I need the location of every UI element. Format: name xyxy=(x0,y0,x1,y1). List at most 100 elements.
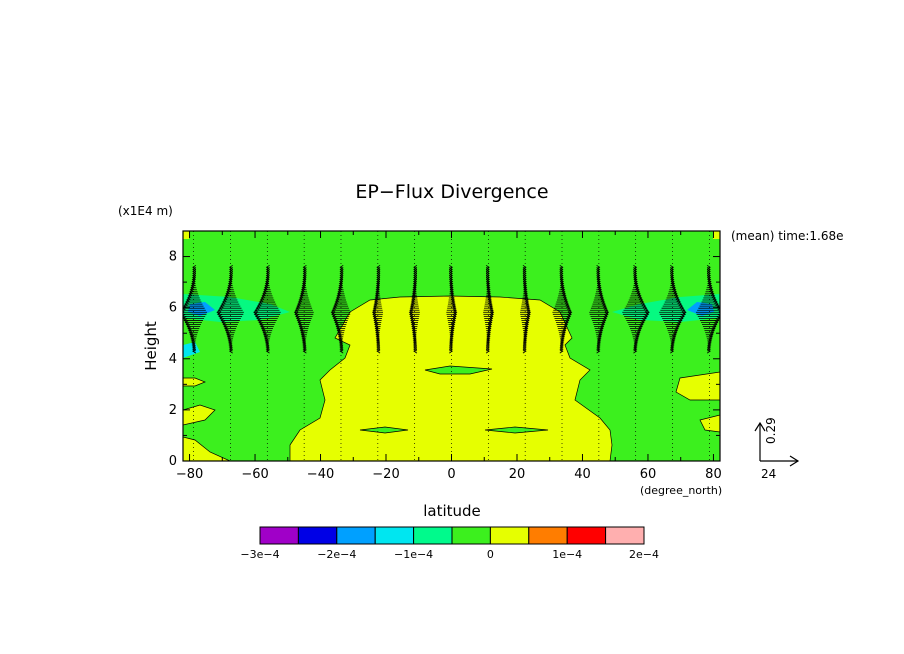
flux-arrowhead xyxy=(567,311,572,317)
flux-arrowhead xyxy=(670,271,675,276)
flux-arrowhead xyxy=(228,348,233,354)
flux-arrowhead xyxy=(339,346,344,352)
flux-arrowhead xyxy=(670,342,675,348)
flux-arrowhead xyxy=(265,271,270,276)
flux-arrowhead xyxy=(192,267,197,272)
flux-arrowhead xyxy=(706,273,711,278)
flux-arrowhead xyxy=(228,273,233,278)
flux-arrowhead xyxy=(452,318,456,323)
flux-arrowhead xyxy=(644,314,648,319)
flux-arrowhead xyxy=(376,344,381,350)
flux-arrowhead xyxy=(682,311,687,317)
flux-arrowhead xyxy=(707,344,712,350)
flux-arrowhead xyxy=(601,320,606,325)
flux-arrowhead xyxy=(603,314,608,319)
flux-arrowhead xyxy=(302,273,307,278)
flux-arrowhead xyxy=(596,342,601,348)
flux-arrowhead xyxy=(562,326,567,331)
flux-arrowhead xyxy=(192,273,197,278)
flux-arrowhead xyxy=(559,271,564,276)
flux-arrowhead xyxy=(596,348,601,354)
flux-arrowhead xyxy=(372,314,377,319)
flux-arrowhead xyxy=(336,328,341,333)
flux-arrowhead xyxy=(228,346,233,352)
flux-arrowhead xyxy=(679,316,684,321)
flux-arrowhead xyxy=(226,334,231,340)
flux-arrowhead xyxy=(599,328,604,333)
flux-arrowhead xyxy=(338,338,343,344)
flux-arrowhead xyxy=(485,267,490,272)
flux-arrowhead xyxy=(302,340,306,346)
flux-arrowhead xyxy=(301,338,306,344)
y-tick-label: 6 xyxy=(169,301,177,316)
flux-arrowhead xyxy=(598,330,603,336)
flux-arrowhead xyxy=(256,316,261,321)
neg-light-left xyxy=(183,342,200,358)
flux-arrowhead xyxy=(678,318,683,323)
flux-arrowhead xyxy=(523,289,528,295)
flux-arrowhead xyxy=(228,271,233,276)
flux-arrowhead xyxy=(258,320,263,325)
flux-arrowhead xyxy=(375,285,380,291)
flux-arrowhead xyxy=(449,342,454,348)
flux-arrowhead xyxy=(339,271,344,276)
flux-arrowhead xyxy=(522,267,527,272)
flux-arrowhead xyxy=(413,344,418,350)
flux-arrowhead xyxy=(564,320,569,325)
colorbar-swatch xyxy=(605,526,645,545)
flux-arrowhead xyxy=(265,277,270,282)
flux-arrowhead xyxy=(523,285,528,291)
flux-arrowhead xyxy=(559,269,564,274)
flux-arrowhead xyxy=(486,332,491,338)
flux-arrowhead xyxy=(339,267,344,272)
flux-arrowhead xyxy=(301,336,306,342)
flux-arrowhead xyxy=(295,314,300,319)
flux-arrowhead xyxy=(489,314,494,319)
flux-arrowhead xyxy=(302,269,307,274)
flux-arrowhead xyxy=(670,277,675,282)
flux-arrowhead xyxy=(600,324,605,329)
flux-arrowhead xyxy=(412,281,417,286)
flux-arrowhead xyxy=(636,330,641,336)
flux-arrowhead xyxy=(412,283,417,289)
x-tick-label: 40 xyxy=(574,467,591,482)
flux-arrowhead xyxy=(449,281,454,286)
flux-arrowhead xyxy=(413,273,418,278)
flux-arrowhead xyxy=(522,279,527,284)
flux-arrowhead xyxy=(708,336,713,342)
flux-arrowhead xyxy=(228,277,233,282)
flux-arrowhead xyxy=(337,334,342,340)
flux-arrowhead xyxy=(486,340,491,346)
x-units-label: (degree_north) xyxy=(640,484,722,497)
flux-arrowhead xyxy=(453,311,458,317)
flux-arrowhead xyxy=(638,324,643,329)
flux-arrowhead xyxy=(265,275,270,280)
flux-arrowhead xyxy=(449,267,453,272)
colorbar-tick-label: −2e−4 xyxy=(317,548,356,561)
flux-arrowhead xyxy=(559,346,564,352)
positive-divergence-region xyxy=(289,295,613,461)
flux-arrowhead xyxy=(450,332,454,338)
flux-arrowhead xyxy=(191,277,196,282)
flux-arrowhead xyxy=(191,275,196,280)
flux-arrowhead xyxy=(706,264,711,270)
flux-arrowhead xyxy=(486,285,491,291)
y-axis: 0 2 4 6 8 xyxy=(169,230,720,469)
flux-arrowhead xyxy=(449,283,454,289)
flux-arrowhead xyxy=(339,264,344,270)
flux-arrowhead xyxy=(486,334,491,340)
flux-arrowhead xyxy=(189,332,194,338)
flux-arrowhead xyxy=(302,279,307,284)
flux-arrowhead xyxy=(264,336,269,342)
flux-arrowhead xyxy=(412,332,417,338)
x-tick-label: −60 xyxy=(241,467,268,482)
flux-arrowhead xyxy=(671,338,676,344)
flux-arrowhead xyxy=(488,318,493,323)
x-tick-label: 20 xyxy=(509,467,526,482)
flux-arrowhead xyxy=(374,324,379,329)
x-axis-title: latitude xyxy=(423,502,481,520)
flux-arrowhead xyxy=(331,314,336,319)
flux-arrowhead xyxy=(412,336,417,342)
colorbar: −3e−4 −2e−4 −1e−4 0 1e−4 2e−4 xyxy=(240,526,659,561)
flux-arrowhead xyxy=(339,275,344,280)
